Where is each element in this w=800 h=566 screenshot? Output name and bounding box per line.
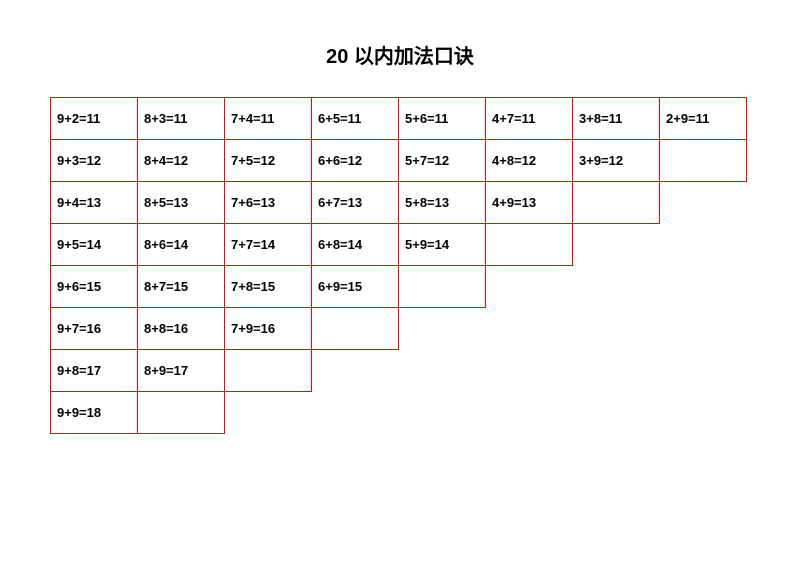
table-cell: 9+5=14 — [51, 224, 138, 266]
table-cell: 4+7=11 — [486, 98, 573, 140]
table-cell — [573, 182, 660, 224]
table-row: 9+5=148+6=147+7=146+8=145+9=14 — [51, 224, 747, 266]
table-cell — [399, 350, 486, 392]
table-cell: 6+5=11 — [312, 98, 399, 140]
table-cell — [486, 350, 573, 392]
table-container: 9+2=118+3=117+4=116+5=115+6=114+7=113+8=… — [50, 97, 800, 434]
table-row: 9+3=128+4=127+5=126+6=125+7=124+8=123+9=… — [51, 140, 747, 182]
table-cell — [660, 266, 747, 308]
table-cell: 8+5=13 — [138, 182, 225, 224]
table-cell: 3+9=12 — [573, 140, 660, 182]
table-cell: 9+9=18 — [51, 392, 138, 434]
table-cell — [660, 140, 747, 182]
table-cell: 8+3=11 — [138, 98, 225, 140]
table-cell: 4+9=13 — [486, 182, 573, 224]
table-row: 9+8=178+9=17 — [51, 350, 747, 392]
table-cell — [573, 308, 660, 350]
table-cell — [660, 308, 747, 350]
table-cell — [399, 392, 486, 434]
table-cell: 5+7=12 — [399, 140, 486, 182]
table-cell: 5+9=14 — [399, 224, 486, 266]
table-cell — [225, 392, 312, 434]
table-cell: 7+7=14 — [225, 224, 312, 266]
table-cell: 6+6=12 — [312, 140, 399, 182]
table-cell: 8+7=15 — [138, 266, 225, 308]
table-cell — [312, 308, 399, 350]
table-cell: 9+4=13 — [51, 182, 138, 224]
page: 20 以内加法口诀 9+2=118+3=117+4=116+5=115+6=11… — [0, 0, 800, 434]
page-title: 20 以内加法口诀 — [0, 40, 800, 69]
table-cell: 9+6=15 — [51, 266, 138, 308]
table-cell — [660, 182, 747, 224]
table-cell: 7+5=12 — [225, 140, 312, 182]
table-cell — [573, 350, 660, 392]
table-cell: 7+4=11 — [225, 98, 312, 140]
table-cell — [660, 224, 747, 266]
table-cell — [225, 350, 312, 392]
table-cell: 7+9=16 — [225, 308, 312, 350]
table-cell — [399, 308, 486, 350]
table-cell — [660, 392, 747, 434]
table-cell: 7+6=13 — [225, 182, 312, 224]
table-cell — [573, 266, 660, 308]
table-cell: 5+8=13 — [399, 182, 486, 224]
table-cell: 3+8=11 — [573, 98, 660, 140]
table-cell: 8+8=16 — [138, 308, 225, 350]
table-cell — [399, 266, 486, 308]
table-cell — [573, 224, 660, 266]
table-cell: 9+8=17 — [51, 350, 138, 392]
table-cell — [573, 392, 660, 434]
table-cell: 9+2=11 — [51, 98, 138, 140]
table-cell — [312, 350, 399, 392]
table-cell: 8+6=14 — [138, 224, 225, 266]
table-row: 9+6=158+7=157+8=156+9=15 — [51, 266, 747, 308]
addition-table: 9+2=118+3=117+4=116+5=115+6=114+7=113+8=… — [50, 97, 747, 434]
table-cell: 9+7=16 — [51, 308, 138, 350]
table-cell: 6+7=13 — [312, 182, 399, 224]
table-cell — [486, 308, 573, 350]
table-cell — [312, 392, 399, 434]
table-cell: 6+9=15 — [312, 266, 399, 308]
table-cell — [486, 224, 573, 266]
table-cell — [486, 266, 573, 308]
table-cell: 7+8=15 — [225, 266, 312, 308]
table-row: 9+7=168+8=167+9=16 — [51, 308, 747, 350]
table-cell: 8+9=17 — [138, 350, 225, 392]
table-cell — [486, 392, 573, 434]
table-row: 9+2=118+3=117+4=116+5=115+6=114+7=113+8=… — [51, 98, 747, 140]
table-cell: 4+8=12 — [486, 140, 573, 182]
table-cell: 6+8=14 — [312, 224, 399, 266]
table-cell: 2+9=11 — [660, 98, 747, 140]
table-cell — [138, 392, 225, 434]
table-row: 9+9=18 — [51, 392, 747, 434]
table-cell: 9+3=12 — [51, 140, 138, 182]
table-row: 9+4=138+5=137+6=136+7=135+8=134+9=13 — [51, 182, 747, 224]
table-cell — [660, 350, 747, 392]
table-cell: 8+4=12 — [138, 140, 225, 182]
table-cell: 5+6=11 — [399, 98, 486, 140]
